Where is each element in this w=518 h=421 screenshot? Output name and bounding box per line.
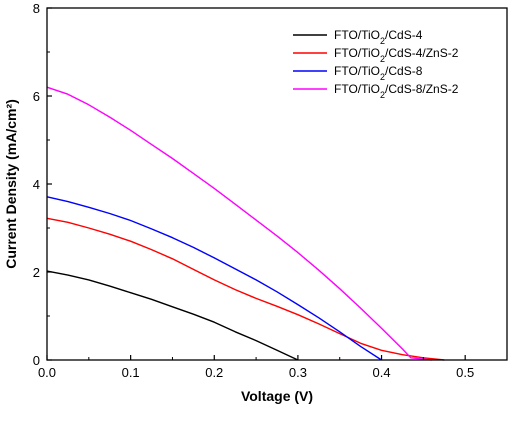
y-tick-label: 4: [33, 177, 40, 192]
x-tick-label: 0.3: [289, 365, 307, 380]
y-axis-title: Current Density (mA/cm²): [3, 99, 19, 269]
x-tick-label: 0.2: [205, 365, 223, 380]
y-tick-label: 2: [33, 265, 40, 280]
series-line-2: [46, 217, 445, 361]
series-layer: [46, 86, 445, 361]
legend-label: FTO/TiO2/CdS-4: [334, 28, 423, 46]
x-tick-label: 0.5: [456, 365, 474, 380]
x-tick-label: 0.4: [373, 365, 391, 380]
y-tick-label: 6: [33, 89, 40, 104]
x-tick-label: 0.1: [122, 365, 140, 380]
plot-frame: [46, 7, 508, 361]
legend: FTO/TiO2/CdS-4FTO/TiO2/CdS-4/ZnS-2FTO/Ti…: [293, 28, 459, 100]
series-line-1: [46, 270, 299, 361]
x-axis-title: Voltage (V): [241, 388, 313, 404]
x-tick-label: 0.0: [38, 365, 56, 380]
ticks-layer: 0.0 0.1 0.2 0.3 0.4 0.5 0 2 4 6 8: [33, 1, 508, 380]
legend-label: FTO/TiO2/CdS-8: [334, 64, 423, 82]
y-tick-label: 0: [33, 353, 40, 368]
series-line-4: [46, 86, 432, 361]
series-line-3: [46, 196, 382, 361]
legend-label: FTO/TiO2/CdS-4/ZnS-2: [334, 46, 459, 64]
legend-label: FTO/TiO2/CdS-8/ZnS-2: [334, 82, 459, 100]
y-tick-label: 8: [33, 1, 40, 16]
